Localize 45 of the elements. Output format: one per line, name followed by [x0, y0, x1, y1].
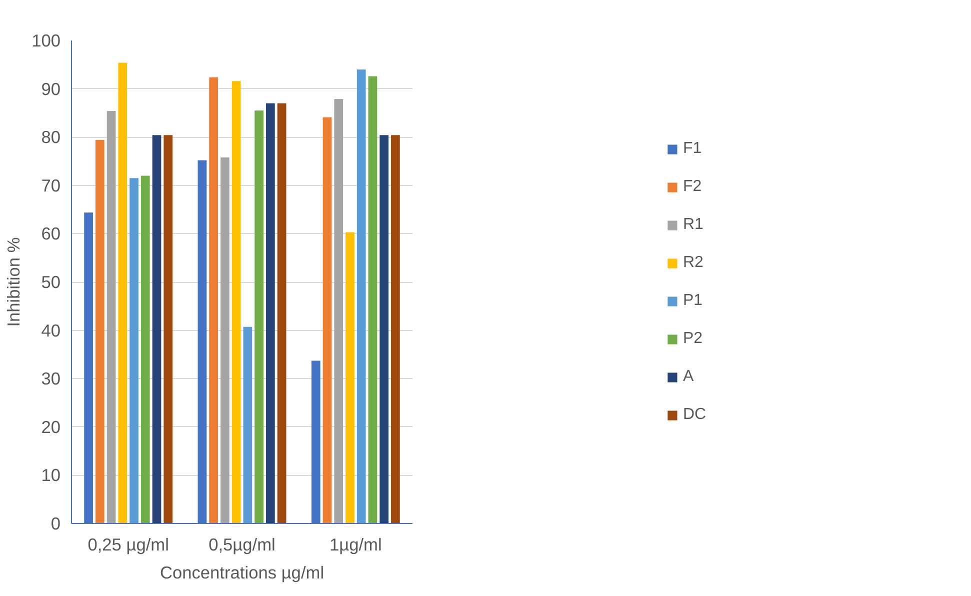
bar	[164, 135, 173, 524]
legend-label: DC	[682, 406, 706, 424]
x-tick-label: 0,25 µg/ml	[88, 534, 169, 554]
y-tick-label: 50	[41, 272, 61, 292]
x-axis-title: Concentrations µg/ml	[160, 562, 324, 582]
bar	[391, 135, 400, 524]
y-tick-label: 40	[41, 320, 61, 340]
y-tick-label: 60	[41, 224, 61, 244]
bar	[140, 176, 150, 524]
bar	[356, 69, 366, 524]
bar	[106, 111, 116, 524]
bar	[220, 157, 230, 524]
y-tick-label: 70	[41, 175, 61, 196]
y-tick-label: 90	[41, 78, 61, 99]
bar	[152, 135, 162, 524]
bar	[266, 103, 275, 524]
bar	[380, 135, 389, 524]
bar	[346, 232, 354, 524]
y-tick-label: 30	[41, 368, 61, 389]
x-tick-label: 1µg/ml	[329, 534, 382, 554]
bar	[277, 103, 286, 524]
y-tick-label: 10	[41, 465, 61, 486]
bar	[334, 98, 344, 524]
y-axis-title: Inhibition %	[4, 237, 24, 327]
y-tick-label: 80	[41, 127, 61, 148]
legend-label: P2	[682, 330, 703, 348]
bar	[209, 77, 218, 524]
legend-label: P1	[682, 292, 703, 310]
bar	[254, 110, 264, 524]
bar	[130, 178, 138, 524]
bar	[243, 326, 252, 524]
bar	[232, 81, 241, 524]
y-tick-label: 20	[41, 416, 61, 437]
bar	[118, 62, 128, 524]
legend-label: R2	[682, 254, 704, 272]
x-tick-label: 0,5µg/ml	[208, 534, 276, 554]
legend-label: A	[682, 368, 695, 386]
bar	[322, 117, 332, 524]
bar	[95, 140, 104, 524]
legend-label: F1	[682, 140, 703, 158]
legend-label: R1	[682, 216, 704, 234]
legend-label: F2	[682, 178, 703, 196]
bar	[368, 76, 378, 524]
y-tick-label: 0	[50, 514, 61, 534]
y-tick-label: 100	[32, 30, 61, 50]
